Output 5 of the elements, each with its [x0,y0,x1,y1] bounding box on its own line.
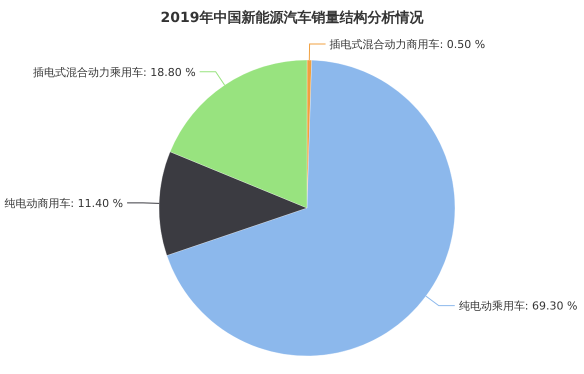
chart-title: 2019年中国新能源汽车销量结构分析情况 [160,9,424,26]
slice-label: 插电式混合动力商用车: 0.50 % [330,38,486,52]
slice-label: 插电式混合动力乘用车: 18.80 % [33,66,196,79]
slice-label: 纯电动乘用车: 69.30 % [458,300,578,313]
slice-label: 纯电动商用车: 11.40 % [4,196,124,210]
